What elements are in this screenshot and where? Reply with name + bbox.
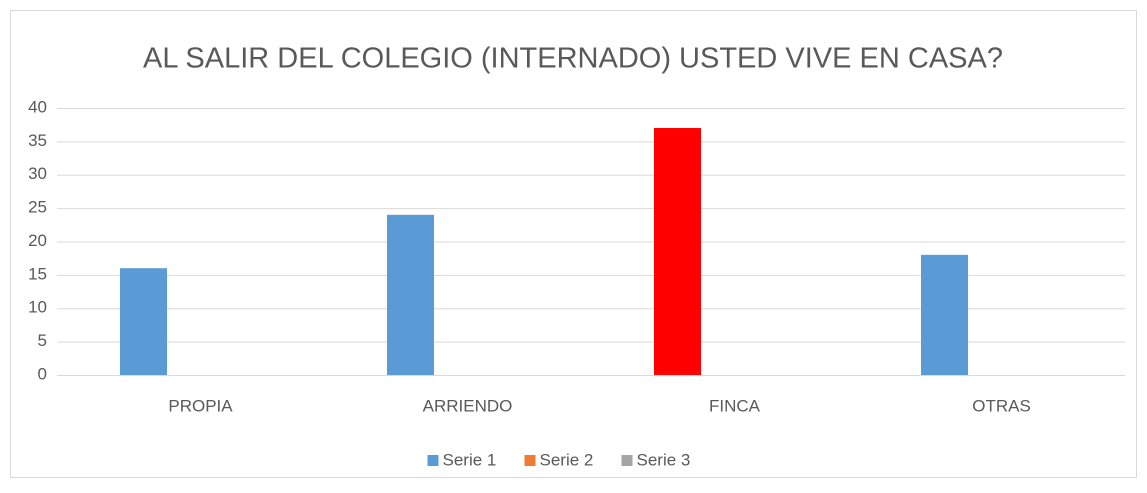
legend-label: Serie 3	[637, 450, 691, 469]
y-tick-label: 25	[28, 198, 47, 217]
y-tick-label: 10	[28, 298, 47, 317]
bar	[654, 128, 701, 375]
x-tick-label: OTRAS	[972, 396, 1031, 415]
legend-label: Serie 1	[443, 450, 497, 469]
y-tick-label: 15	[28, 264, 47, 283]
legend-swatch	[427, 455, 439, 466]
bar	[120, 268, 167, 375]
bar	[387, 214, 434, 375]
y-tick-label: 0	[38, 364, 47, 383]
legend-swatch	[524, 455, 536, 466]
x-tick-label: PROPIA	[168, 396, 233, 415]
x-tick-label: FINCA	[709, 396, 761, 415]
y-tick-label: 20	[28, 231, 47, 250]
chart-title: AL SALIR DEL COLEGIO (INTERNADO) USTED V…	[143, 43, 1003, 75]
chart-border	[10, 10, 1137, 478]
y-tick-label: 5	[38, 331, 47, 350]
legend-swatch	[621, 455, 633, 466]
x-tick-label: ARRIENDO	[423, 396, 513, 415]
bar	[921, 254, 968, 375]
legend-label: Serie 2	[540, 450, 594, 469]
legend: Serie 1 Serie 2 Serie 3	[427, 450, 691, 469]
y-tick-label: 30	[28, 164, 47, 183]
y-tick-label: 35	[28, 131, 47, 150]
y-tick-label: 40	[28, 97, 47, 116]
